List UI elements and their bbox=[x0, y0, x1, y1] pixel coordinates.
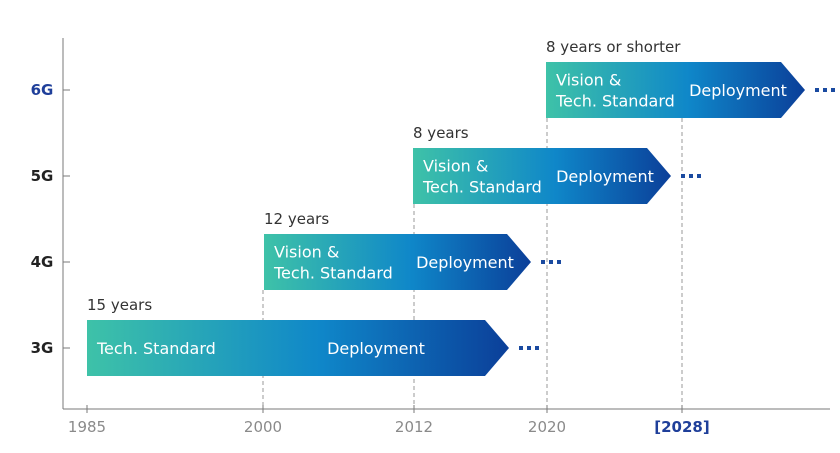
generation-row-4g: 12 years Vision & Tech. Standard Deployment bbox=[264, 210, 561, 290]
duration-label-6g: 8 years or shorter bbox=[546, 38, 681, 56]
continuation-dot bbox=[831, 88, 835, 92]
continuation-dots-6g bbox=[815, 88, 835, 92]
generation-row-3g: 15 years Tech. Standard Deployment bbox=[87, 296, 539, 376]
deployment-text-5g: Deployment bbox=[556, 167, 654, 186]
year-label-2020: 2020 bbox=[528, 418, 566, 436]
standard-text-3g-line-1: Tech. Standard bbox=[96, 339, 216, 358]
standard-text-4g-line-2: Tech. Standard bbox=[273, 264, 393, 283]
continuation-dots-5g bbox=[681, 174, 701, 178]
year-label-2000: 2000 bbox=[244, 418, 282, 436]
generation-row-6g: 8 years or shorter Vision & Tech. Standard… bbox=[546, 38, 835, 118]
generation-label-5g: 5G bbox=[31, 167, 54, 185]
timeline-arrow-5g bbox=[413, 148, 671, 204]
year-label-2028: [2028] bbox=[654, 418, 709, 436]
continuation-dot bbox=[823, 88, 827, 92]
continuation-dot bbox=[689, 174, 693, 178]
continuation-dot bbox=[557, 260, 561, 264]
duration-label-3g: 15 years bbox=[87, 296, 152, 314]
deployment-text-6g: Deployment bbox=[689, 81, 787, 100]
continuation-dots-4g bbox=[541, 260, 561, 264]
deployment-text-3g: Deployment bbox=[327, 339, 425, 358]
timeline-arrow-3g bbox=[87, 320, 509, 376]
duration-label-4g: 12 years bbox=[264, 210, 329, 228]
continuation-dots-3g bbox=[519, 346, 539, 350]
continuation-dot bbox=[681, 174, 685, 178]
deployment-text-4g: Deployment bbox=[416, 253, 514, 272]
standard-text-6g-line-2: Tech. Standard bbox=[555, 92, 675, 111]
standard-text-5g-line-1: Vision & bbox=[423, 157, 488, 176]
timeline-arrow-4g bbox=[264, 234, 531, 290]
generation-label-3g: 3G bbox=[31, 339, 54, 357]
generation-row-5g: 8 years Vision & Tech. Standard Deployment bbox=[413, 124, 701, 204]
standard-text-4g-line-1: Vision & bbox=[274, 243, 339, 262]
continuation-dot bbox=[535, 346, 539, 350]
duration-label-5g: 8 years bbox=[413, 124, 469, 142]
standard-text-5g-line-2: Tech. Standard bbox=[422, 178, 542, 197]
continuation-dot bbox=[519, 346, 523, 350]
continuation-dot bbox=[697, 174, 701, 178]
generation-label-4g: 4G bbox=[31, 253, 54, 271]
continuation-dot bbox=[815, 88, 819, 92]
continuation-dot bbox=[541, 260, 545, 264]
continuation-dot bbox=[527, 346, 531, 350]
timeline-arrow-6g bbox=[546, 62, 805, 118]
standard-text-6g-line-1: Vision & bbox=[556, 71, 621, 90]
year-label-1985: 1985 bbox=[68, 418, 106, 436]
generation-label-6g: 6G bbox=[31, 81, 54, 99]
continuation-dot bbox=[549, 260, 553, 264]
year-label-2012: 2012 bbox=[395, 418, 433, 436]
